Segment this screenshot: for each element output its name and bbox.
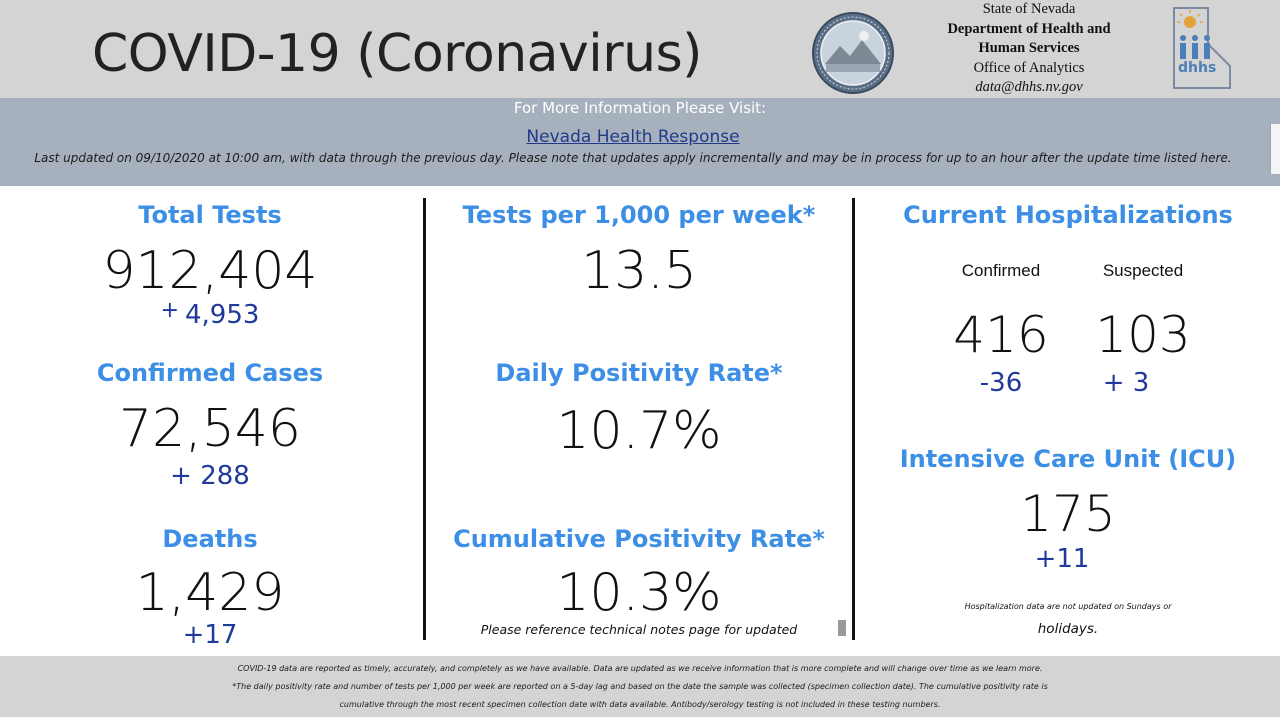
total-tests-label: Total Tests [138,201,282,229]
confirmed-cases-value: 72,546 [119,399,301,459]
cumulative-positivity-label: Cumulative Positivity Rate* [453,525,825,553]
tests-per-1000-label: Tests per 1,000 per week* [462,201,816,229]
info-bar [0,98,1280,186]
hospitalization-note: Hospitalization data are not updated on … [856,596,1280,640]
column-divider-right [852,198,855,640]
hospitalization-note-line1: Hospitalization data are not updated on … [964,602,1172,611]
total-tests-delta-value: 4,953 [185,300,260,330]
total-tests-delta: +4,953 [0,298,420,334]
last-updated-text: Last updated on 09/10/2020 at 10:00 am, … [34,151,1232,165]
column-divider-left [423,198,426,640]
footer-bar [0,656,1280,717]
confirmed-hosp-delta: -36 [979,368,1023,398]
nevada-health-response-link[interactable]: Nevada Health Response [526,127,740,147]
org-email: data@dhhs.nv.gov [975,79,1083,95]
icu-delta: +11 [1034,544,1090,574]
hospitalization-note-line2: holidays. [1037,621,1099,637]
more-info-text: For More Information Please Visit: [513,99,767,117]
icu-value: 175 [1020,485,1116,543]
footer-line1: COVID-19 data are reported as timely, ac… [237,664,1043,673]
cumulative-positivity-value: 10.3% [556,563,722,623]
confirmed-cases-delta: + 288 [170,461,250,491]
info-scrollbar[interactable] [1270,124,1280,174]
confirmed-cases-label: Confirmed Cases [96,359,324,387]
footer-line2: *The daily positivity rate and number of… [232,682,1048,691]
suspected-hosp-value: 103 [1095,306,1191,364]
org-state: State of Nevada [982,1,1076,17]
suspected-label: Suspected [1102,261,1184,280]
org-department: Department of Health and [947,20,1111,37]
deaths-label: Deaths [162,525,258,553]
org-info: State of Nevada Department of Health and… [930,0,1128,98]
icu-label: Intensive Care Unit (ICU) [899,445,1237,473]
suspected-hosp-delta: + 3 [1102,368,1150,398]
deaths-value: 1,429 [135,563,285,623]
tests-per-1000-value: 13.5 [581,241,697,301]
footer-line3: cumulative through the most recent speci… [339,700,941,709]
confirmed-hosp-value: 416 [953,306,1049,364]
technical-notes-text: Please reference technical notes page fo… [480,622,798,637]
daily-positivity-label: Daily Positivity Rate* [495,359,783,387]
confirmed-label: Confirmed [961,261,1041,280]
total-tests-value: 912,404 [102,241,318,301]
daily-positivity-value: 10.7% [556,401,722,461]
notes-scrollbar[interactable] [838,620,846,636]
deaths-delta: +17 [182,620,238,650]
footer-disclaimer: COVID-19 data are reported as timely, ac… [0,660,1280,714]
current-hospitalizations-label: Current Hospitalizations [903,201,1233,229]
dhhs-logo-icon: dhhs [1173,7,1231,89]
org-office: Office of Analytics [973,59,1085,76]
total-tests-delta-sign: + [160,298,179,323]
svg-text:dhhs: dhhs [1178,60,1216,76]
header-bar [0,0,1280,98]
nevada-state-seal-icon [812,12,894,94]
org-department-cont: Human Services [978,40,1080,56]
page-title: COVID-19 (Coronavirus) [92,24,702,84]
